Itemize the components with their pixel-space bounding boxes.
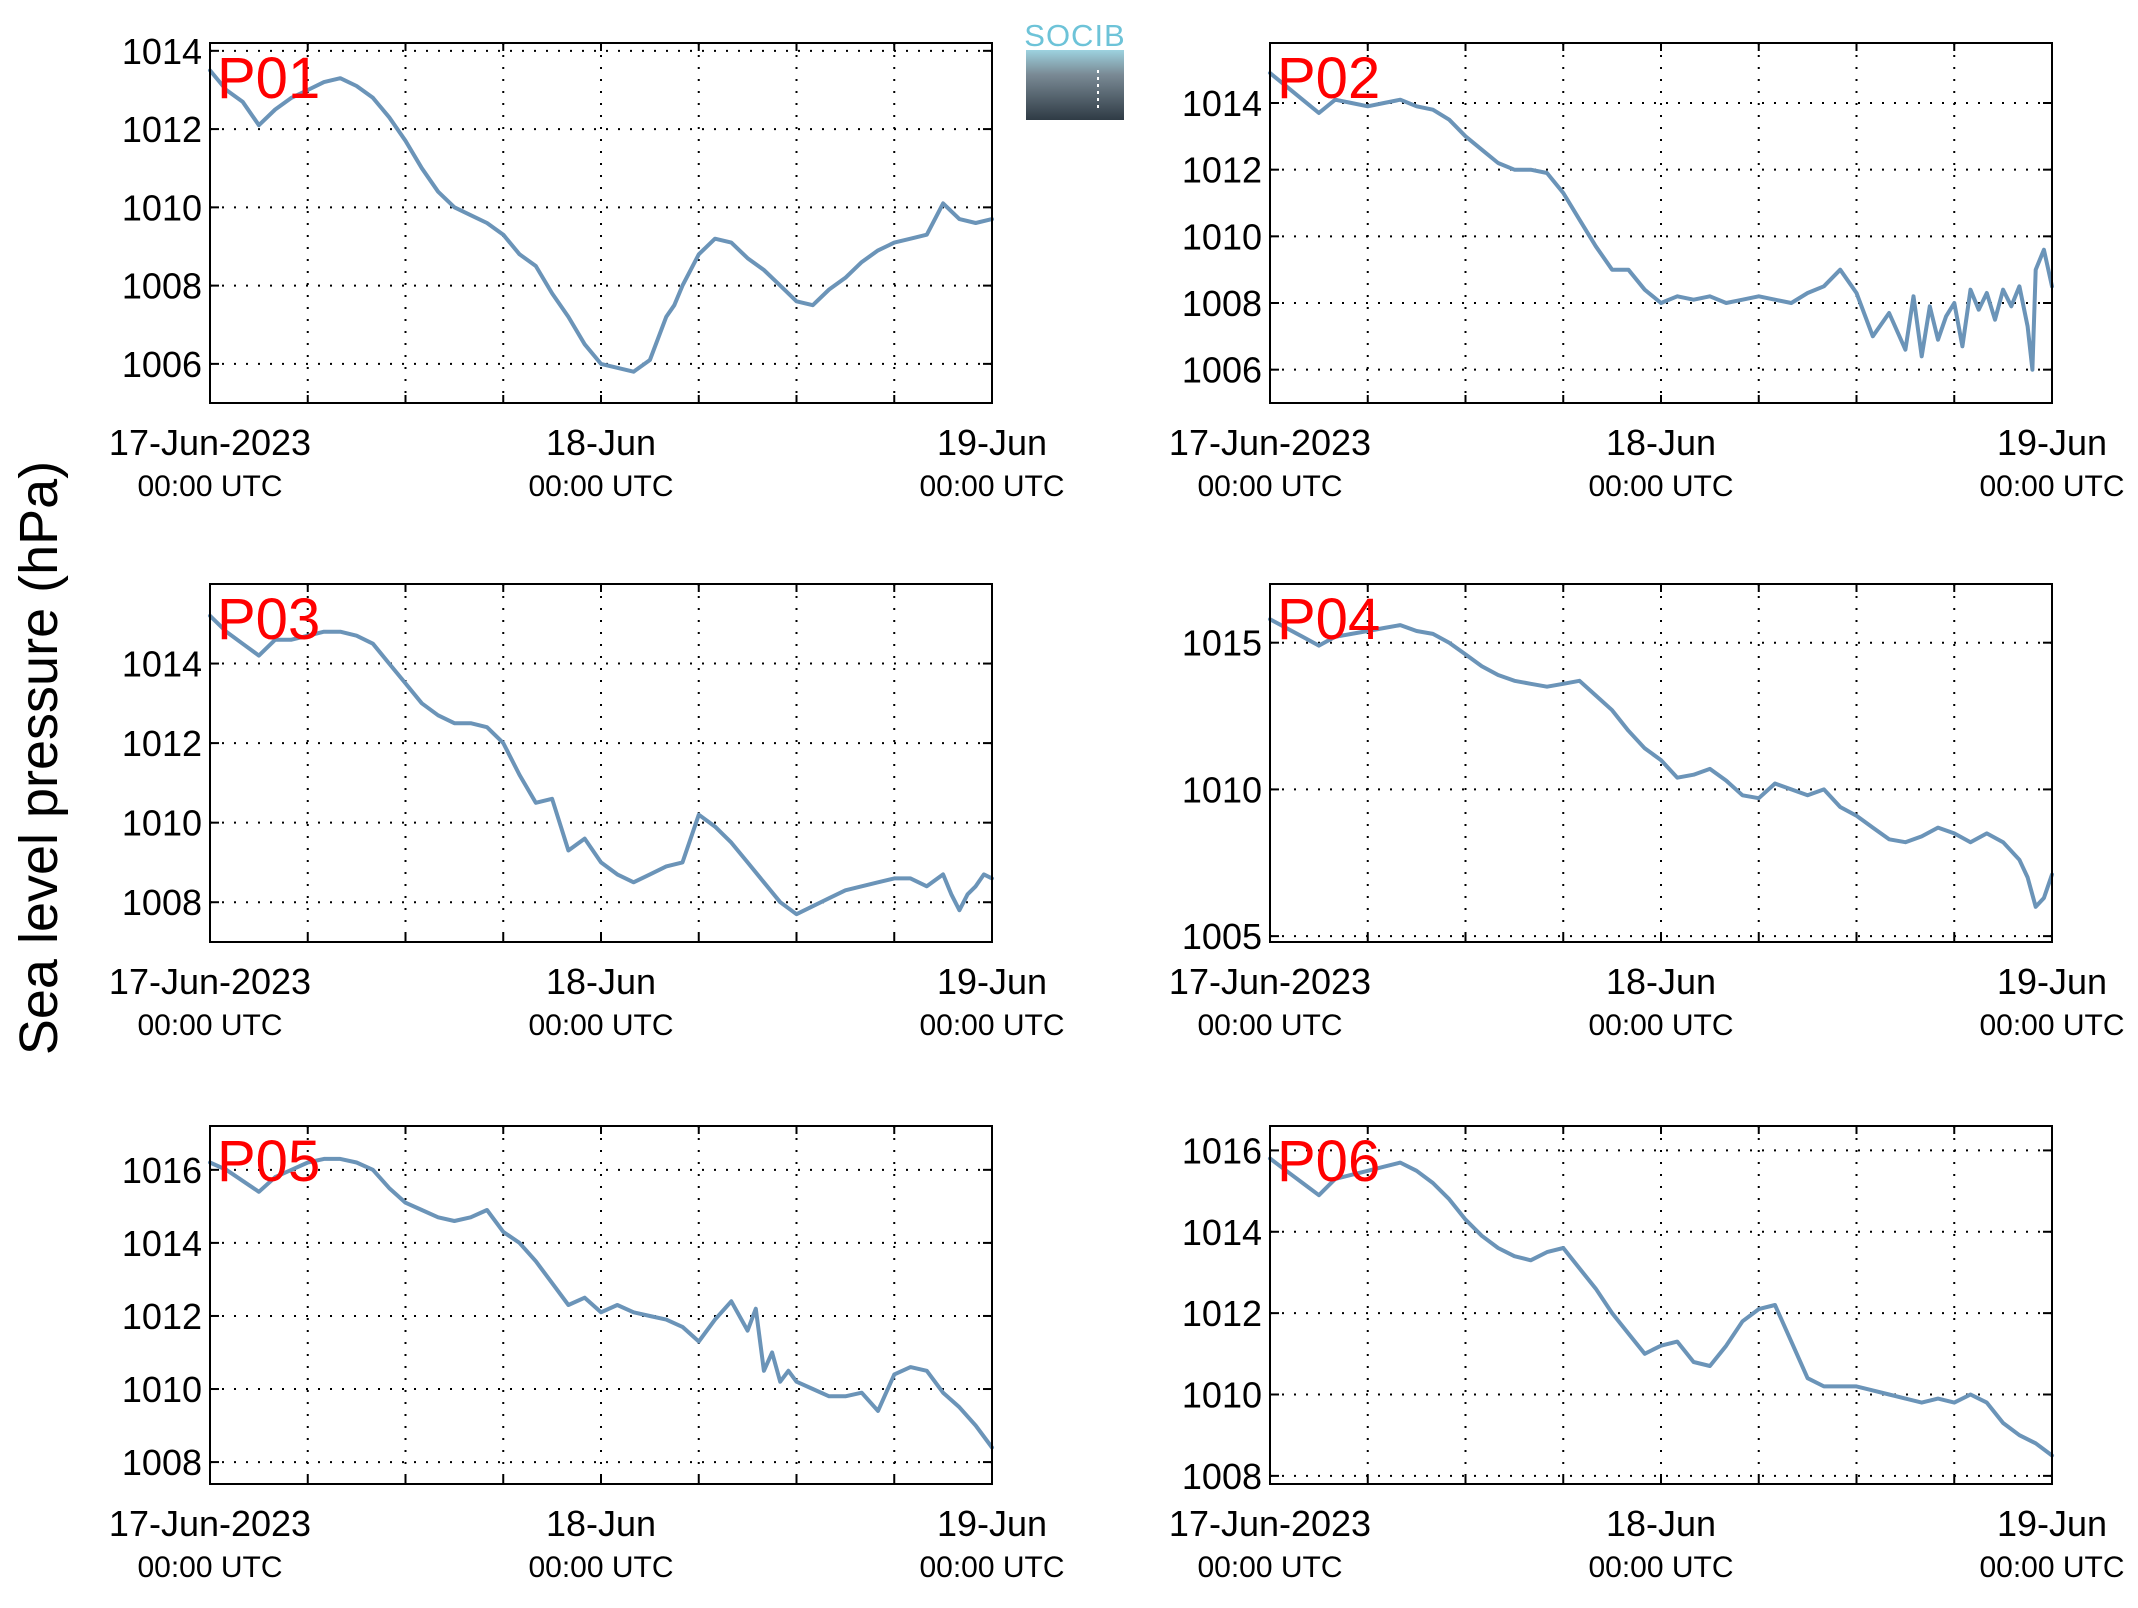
y-tick-label: 1014	[122, 1223, 202, 1264]
x-tick-sublabel: 00:00 UTC	[528, 1551, 673, 1584]
chart-panel-p04: 1005 1010 1015 17-Jun-2023 00:00 UTC 18-Jun 00…	[1169, 583, 2125, 1042]
x-tick-sublabel: 00:00 UTC	[1588, 1009, 1733, 1042]
x-tick-label: 19-Jun	[937, 961, 1047, 1002]
x-tick-label: 18-Jun	[546, 961, 656, 1002]
y-tick-label: 1015	[1182, 623, 1262, 664]
y-tick-label: 1012	[122, 1296, 202, 1337]
panel-title: P02	[1277, 46, 1380, 111]
chart-panel-p03: 1008 1010 1012 1014 17-Jun-2023 00:00 UTC 18-J…	[109, 583, 1065, 1042]
x-tick-sublabel: 00:00 UTC	[1588, 1551, 1733, 1584]
y-tick-label: 1010	[1182, 1375, 1262, 1416]
x-tick-label: 18-Jun	[1606, 961, 1716, 1002]
x-tick-sublabel: 00:00 UTC	[137, 470, 282, 503]
x-tick-sublabel: 00:00 UTC	[1197, 1551, 1342, 1584]
axes-frame	[1269, 42, 2053, 404]
panel-title: P03	[217, 587, 320, 652]
axes-frame	[209, 1125, 993, 1485]
x-tick-label: 18-Jun	[1606, 1503, 1716, 1544]
x-tick-label: 19-Jun	[937, 1503, 1047, 1544]
x-tick-label: 19-Jun	[1997, 422, 2107, 463]
x-tick-sublabel: 00:00 UTC	[528, 470, 673, 503]
x-tick-sublabel: 00:00 UTC	[1979, 470, 2124, 503]
chart-panel-p02: 1006 1008 1010 1012 1014 17-Jun-2023 00:00 UTC…	[1169, 42, 2125, 503]
y-tick-label: 1006	[122, 344, 202, 385]
x-tick-sublabel: 00:00 UTC	[528, 1009, 673, 1042]
y-tick-label: 1008	[122, 1442, 202, 1483]
y-tick-label: 1010	[122, 1369, 202, 1410]
x-tick-label: 17-Jun-2023	[109, 1503, 311, 1544]
y-tick-label: 1008	[1182, 1456, 1262, 1497]
x-tick-label: 17-Jun-2023	[1169, 961, 1371, 1002]
x-tick-sublabel: 00:00 UTC	[1197, 470, 1342, 503]
x-tick-sublabel: 00:00 UTC	[919, 1009, 1064, 1042]
y-tick-label: 1008	[1182, 283, 1262, 324]
x-tick-label: 18-Jun	[546, 1503, 656, 1544]
x-tick-label: 17-Jun-2023	[1169, 1503, 1371, 1544]
series-line	[208, 1156, 994, 1450]
socib-logo: SOCIB	[1024, 18, 1125, 120]
chart-panel-p01: 1006 1008 1010 1012 1014 17-Jun-2023 00:00 UTC…	[109, 31, 1065, 503]
y-tick-label: 1012	[122, 109, 202, 150]
y-tick-label: 1014	[1182, 1212, 1262, 1253]
chart-panel-p06: 1008 1010 1012 1014 1016 17-Jun-2023 00:00 UTC…	[1169, 1125, 2125, 1584]
panel-title: P06	[1277, 1129, 1380, 1194]
x-tick-label: 17-Jun-2023	[109, 961, 311, 1002]
y-tick-label: 1014	[1182, 83, 1262, 124]
panel-title: P01	[217, 46, 320, 111]
y-tick-label: 1008	[122, 882, 202, 923]
x-tick-label: 18-Jun	[1606, 422, 1716, 463]
panel-title: P05	[217, 1129, 320, 1194]
panel-title: P04	[1277, 587, 1380, 652]
chart-panels: 1006 1008 1010 1012 1014 17-Jun-2023 00:00 UTC…	[109, 31, 2125, 1584]
x-tick-sublabel: 00:00 UTC	[919, 470, 1064, 503]
y-tick-label: 1012	[122, 723, 202, 764]
y-tick-label: 1008	[122, 266, 202, 307]
series-line	[1268, 617, 2054, 909]
x-tick-label: 17-Jun-2023	[109, 422, 311, 463]
series-line	[208, 613, 994, 917]
axes-frame	[1269, 583, 2053, 943]
y-tick-label: 1016	[1182, 1130, 1262, 1171]
x-tick-label: 17-Jun-2023	[1169, 422, 1371, 463]
axes-frame	[209, 583, 993, 943]
series-line	[208, 68, 994, 374]
series-line	[1268, 1156, 2054, 1458]
x-tick-sublabel: 00:00 UTC	[137, 1009, 282, 1042]
logo-text: SOCIB	[1024, 18, 1125, 53]
y-tick-label: 1010	[122, 803, 202, 844]
series-line	[1268, 71, 2054, 372]
y-tick-label: 1016	[122, 1150, 202, 1191]
logo-block	[1026, 50, 1124, 120]
y-tick-label: 1010	[1182, 769, 1262, 810]
x-tick-label: 19-Jun	[937, 422, 1047, 463]
axes-frame	[1269, 1125, 2053, 1485]
y-axis-label: Sea level pressure (hPa)	[9, 461, 69, 1055]
y-tick-label: 1006	[1182, 350, 1262, 391]
y-tick-label: 1014	[122, 644, 202, 685]
y-tick-label: 1014	[122, 31, 202, 72]
y-tick-label: 1005	[1182, 916, 1262, 957]
x-tick-sublabel: 00:00 UTC	[919, 1551, 1064, 1584]
x-tick-label: 19-Jun	[1997, 1503, 2107, 1544]
axes-frame	[209, 42, 993, 404]
y-tick-label: 1010	[1182, 216, 1262, 257]
x-tick-sublabel: 00:00 UTC	[1197, 1009, 1342, 1042]
x-tick-sublabel: 00:00 UTC	[1588, 470, 1733, 503]
x-tick-sublabel: 00:00 UTC	[1979, 1551, 2124, 1584]
x-tick-sublabel: 00:00 UTC	[1979, 1009, 2124, 1042]
y-tick-label: 1012	[1182, 150, 1262, 191]
x-tick-label: 19-Jun	[1997, 961, 2107, 1002]
x-tick-sublabel: 00:00 UTC	[137, 1551, 282, 1584]
y-tick-label: 1010	[122, 187, 202, 228]
y-tick-label: 1012	[1182, 1293, 1262, 1334]
x-tick-label: 18-Jun	[546, 422, 656, 463]
chart-panel-p05: 1008 1010 1012 1014 1016 17-Jun-2023 00:00 UTC…	[109, 1125, 1065, 1584]
